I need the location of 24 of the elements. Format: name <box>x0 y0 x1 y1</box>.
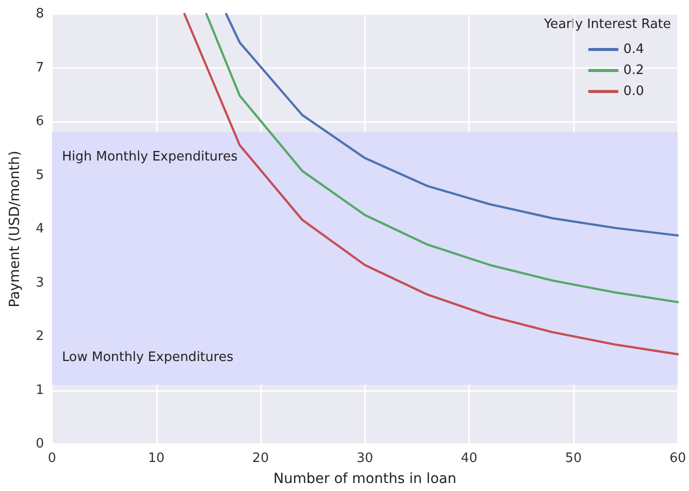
x-tick-label: 0 <box>48 451 56 466</box>
annotation: High Monthly Expenditures <box>62 149 238 164</box>
legend-title: Yearly Interest Rate <box>543 17 671 32</box>
y-tick-label: 8 <box>36 6 44 22</box>
y-tick-label: 1 <box>36 382 44 398</box>
y-axis-title: Payment (USD/month) <box>7 150 23 308</box>
x-tick-label: 50 <box>565 451 582 466</box>
x-tick-label: 60 <box>669 451 686 466</box>
x-tick-label: 40 <box>460 451 478 466</box>
x-axis-title: Number of months in loan <box>273 471 456 487</box>
y-tick-label: 6 <box>36 114 44 129</box>
y-tick-label: 4 <box>36 222 44 236</box>
y-tick-label: 7 <box>36 60 44 76</box>
x-tick-label: 30 <box>356 451 374 466</box>
legend-label: 0.2 <box>623 63 644 78</box>
legend-label: 0.0 <box>623 84 644 99</box>
y-tick-label: 3 <box>36 275 44 290</box>
x-tick-label: 20 <box>252 451 269 466</box>
annotation: Low Monthly Expenditures <box>62 350 234 365</box>
x-tick-label: 10 <box>148 451 165 466</box>
y-tick-label: 5 <box>36 168 44 183</box>
legend-label: 0.4 <box>623 42 644 57</box>
y-tick-label: 0 <box>36 436 44 452</box>
y-tick-label: 2 <box>36 329 44 344</box>
